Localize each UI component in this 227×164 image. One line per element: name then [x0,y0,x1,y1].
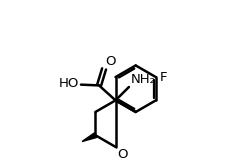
Text: O: O [117,148,127,161]
Text: O: O [105,55,116,68]
Text: NH₂: NH₂ [130,73,155,86]
Text: HO: HO [59,77,79,90]
Text: F: F [159,71,166,84]
Polygon shape [82,133,96,142]
